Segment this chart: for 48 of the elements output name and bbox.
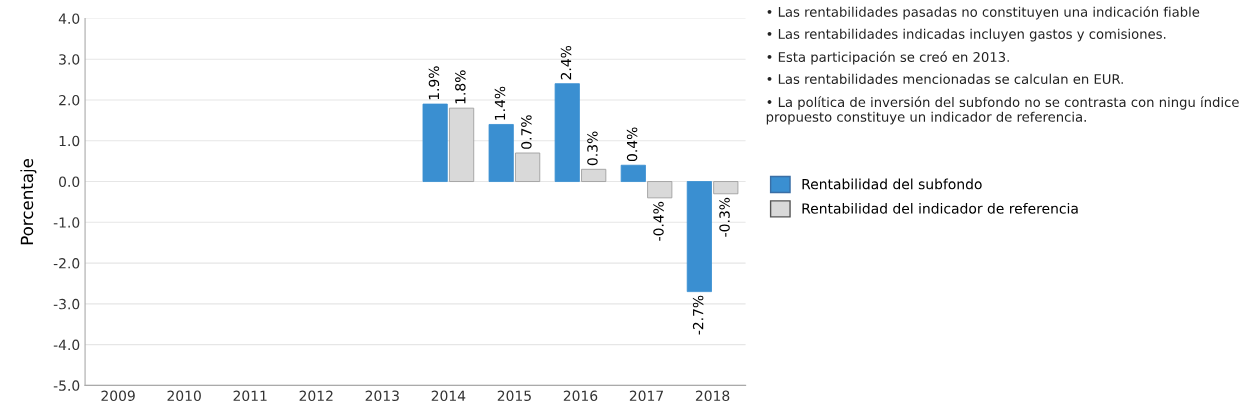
y-tick-label: -3.0 [53, 298, 80, 310]
bar [581, 168, 607, 182]
data-label: 1.8% [455, 70, 466, 104]
legend-label: Rentabilidad del indicador de referencia [802, 202, 1078, 214]
bar [449, 107, 475, 182]
y-tick-label: -4.0 [53, 339, 80, 351]
x-tick-label: 2013 [365, 390, 399, 402]
text: • Las rentabilidades mencionadas se calculan en EUR. [767, 73, 1123, 85]
bar [647, 181, 673, 199]
x-tick-label: 2010 [167, 390, 201, 402]
bar [620, 164, 646, 182]
y-tick-label: -1.0 [53, 217, 80, 228]
data-label: 0.3% [587, 131, 598, 166]
x-tick-label: 2016 [563, 390, 598, 402]
y-tick-label: 3.0 [59, 54, 80, 65]
y-axis-title: Porcentaje [20, 158, 37, 245]
y-tick-label: -5.0 [53, 380, 80, 391]
legend-label: Rentabilidad del subfondo [802, 178, 982, 190]
data-label: 1.4% [494, 86, 506, 120]
y-tick-label: -2.0 [53, 258, 80, 269]
x-tick-label: 2009 [101, 390, 135, 402]
bar [686, 181, 712, 293]
data-label: -0.3% [719, 197, 730, 237]
x-tick-label: 2015 [497, 390, 531, 402]
bar [422, 103, 448, 182]
y-tick-label: 0.0 [59, 176, 80, 188]
data-label: -0.4% [653, 201, 664, 241]
text: • Las rentabilidades pasadas no constituyen una indicación fiable [767, 6, 1200, 20]
bar [488, 124, 514, 182]
y-tick-label: 2.0 [59, 94, 80, 106]
bar [713, 181, 739, 195]
data-label: -2.7% [692, 295, 704, 335]
bar [515, 152, 541, 182]
x-tick-label: 2017 [629, 390, 663, 402]
bar [554, 83, 580, 182]
data-label: 2.4% [560, 45, 572, 80]
y-tick-label: 4.0 [58, 13, 80, 24]
x-tick-label: 2014 [431, 390, 466, 402]
x-tick-label: 2011 [233, 390, 267, 402]
text: • La política de inversión del subfondo no se contrasta con ningu índice propuesto constituye un indicador de referencia. [766, 96, 1239, 125]
data-label: 1.9% [428, 66, 440, 100]
x-tick-label: 2018 [695, 390, 730, 402]
x-tick-label: 2012 [299, 390, 333, 402]
text: • Esta participación se creó en 2013. [767, 51, 1009, 65]
data-label: 0.7% [521, 115, 532, 149]
data-label: 0.4% [626, 127, 638, 162]
y-tick-label: 1.0 [59, 135, 80, 147]
text: • Las rentabilidades indicadas incluyen gastos y comisiones. [767, 28, 1166, 42]
